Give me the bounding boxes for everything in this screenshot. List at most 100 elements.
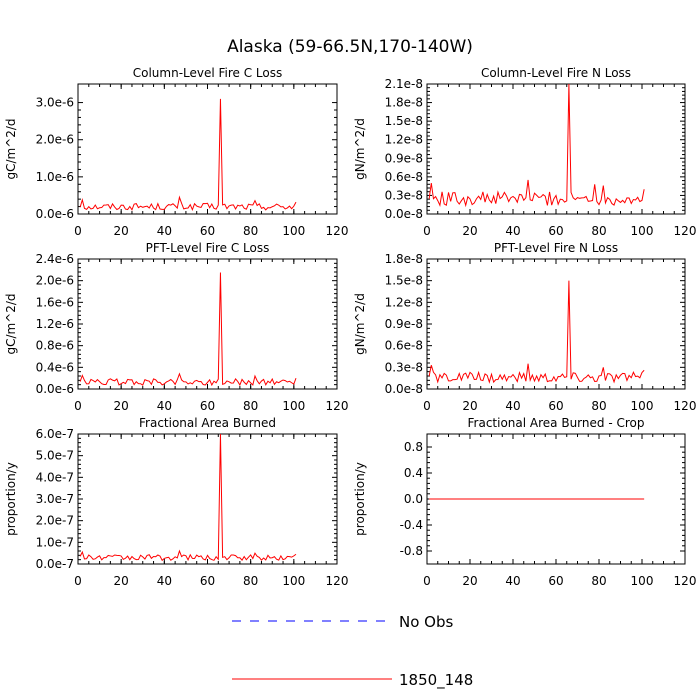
panel-title: Fractional Area Burned bbox=[139, 416, 276, 430]
y-tick-label: 1.8e-8 bbox=[385, 96, 423, 110]
y-tick-label: 3.0e-6 bbox=[36, 96, 74, 110]
y-tick-label: 2.0e-7 bbox=[36, 514, 74, 528]
plot-frame bbox=[77, 258, 338, 390]
series-line-1850-148 bbox=[428, 280, 645, 384]
x-tick-label: 80 bbox=[243, 574, 258, 588]
x-tick-label: 120 bbox=[674, 224, 697, 238]
x-tick-label: 20 bbox=[462, 574, 477, 588]
series-line-1850-148 bbox=[79, 433, 297, 562]
x-tick-label: 20 bbox=[114, 224, 129, 238]
x-tick-label: 120 bbox=[326, 224, 349, 238]
y-tick-label: 1.0e-6 bbox=[36, 170, 74, 184]
x-tick-label: 0 bbox=[423, 574, 431, 588]
x-tick-label: 80 bbox=[591, 224, 606, 238]
x-tick-label: 60 bbox=[200, 224, 215, 238]
y-tick-label: 1.6e-6 bbox=[36, 295, 74, 309]
legend: No Obs 1850_148 bbox=[232, 613, 473, 690]
x-tick-label: 40 bbox=[157, 574, 172, 588]
y-tick-label: 0.0e-7 bbox=[36, 557, 74, 571]
y-axis-label: proportion/y bbox=[4, 462, 18, 536]
y-tick-label: 1.8e-8 bbox=[385, 252, 423, 266]
x-tick-label: 40 bbox=[505, 224, 520, 238]
x-tick-label: 80 bbox=[591, 399, 606, 413]
panel-3: PFT-Level Fire N Loss gN/m^2/d 0 20 40 60 80 10… bbox=[353, 241, 696, 413]
x-tick-label: 60 bbox=[548, 224, 563, 238]
y-tick-label: 6.0e-7 bbox=[36, 427, 74, 441]
legend-label-no-obs: No Obs bbox=[399, 613, 453, 631]
x-tick-label: 80 bbox=[591, 574, 606, 588]
y-axis-label: gN/m^2/d bbox=[353, 118, 367, 180]
y-tick-label: 2.0e-6 bbox=[36, 133, 74, 147]
y-tick-label: 0.6e-8 bbox=[385, 339, 423, 353]
x-tick-label: 0 bbox=[74, 399, 82, 413]
y-tick-label: 2.0e-6 bbox=[36, 274, 74, 288]
panel-title: Fractional Area Burned - Crop bbox=[468, 416, 645, 430]
x-tick-label: 60 bbox=[200, 574, 215, 588]
x-tick-label: 100 bbox=[631, 574, 654, 588]
x-tick-label: 40 bbox=[505, 574, 520, 588]
panel-5: Fractional Area Burned - Crop proportion/… bbox=[353, 416, 696, 588]
y-tick-label: 0.3e-8 bbox=[385, 188, 423, 202]
x-tick-label: 100 bbox=[631, 399, 654, 413]
y-tick-label: 0.4e-6 bbox=[36, 360, 74, 374]
y-tick-label: 0.8 bbox=[404, 440, 423, 454]
panel-1: Column-Level Fire N Loss gN/m^2/d 0 20 40 60 8… bbox=[353, 66, 696, 238]
y-tick-label: -0.4 bbox=[400, 518, 423, 532]
x-tick-label: 40 bbox=[157, 224, 172, 238]
y-tick-label: 1.2e-8 bbox=[385, 133, 423, 147]
y-tick-label: 0.0e-6 bbox=[36, 207, 74, 221]
x-tick-label: 80 bbox=[243, 399, 258, 413]
panel-title: Column-Level Fire C Loss bbox=[133, 66, 283, 80]
x-tick-label: 100 bbox=[631, 224, 654, 238]
series-line-1850-148 bbox=[79, 272, 297, 387]
panel-2: PFT-Level Fire C Loss gC/m^2/d 0 20 40 60 80 10… bbox=[4, 241, 348, 413]
x-tick-label: 40 bbox=[157, 399, 172, 413]
series-line-1850-148 bbox=[428, 83, 645, 208]
x-tick-label: 100 bbox=[282, 574, 305, 588]
x-tick-label: 20 bbox=[114, 574, 129, 588]
y-tick-label: 0.3e-8 bbox=[385, 360, 423, 374]
y-tick-label: -0.8 bbox=[400, 544, 423, 558]
x-tick-label: 100 bbox=[282, 224, 305, 238]
y-tick-label: 0.0e-8 bbox=[385, 382, 423, 396]
x-tick-label: 120 bbox=[674, 399, 697, 413]
y-tick-label: 5.0e-7 bbox=[36, 449, 74, 463]
page-title: Alaska (59-66.5N,170-140W) bbox=[227, 37, 473, 57]
y-tick-label: 0.8e-6 bbox=[36, 339, 74, 353]
y-tick-label: 2.4e-6 bbox=[36, 252, 74, 266]
x-tick-label: 120 bbox=[674, 574, 697, 588]
y-tick-label: 0.9e-8 bbox=[385, 317, 423, 331]
y-tick-label: 1.5e-8 bbox=[385, 274, 423, 288]
x-tick-label: 60 bbox=[548, 574, 563, 588]
plot-frame bbox=[426, 83, 686, 215]
x-tick-label: 100 bbox=[282, 399, 305, 413]
y-axis-label: gC/m^2/d bbox=[4, 293, 18, 354]
x-tick-label: 80 bbox=[243, 224, 258, 238]
y-tick-label: 0.0e-6 bbox=[36, 382, 74, 396]
x-tick-label: 20 bbox=[462, 399, 477, 413]
y-tick-label: 0.0 bbox=[404, 492, 423, 506]
legend-label-1850-148: 1850_148 bbox=[399, 671, 473, 690]
x-tick-label: 120 bbox=[326, 399, 349, 413]
x-tick-label: 0 bbox=[423, 224, 431, 238]
series-line-1850-148 bbox=[79, 98, 297, 212]
y-tick-label: 3.0e-7 bbox=[36, 492, 74, 506]
x-tick-label: 0 bbox=[423, 399, 431, 413]
panel-title: PFT-Level Fire C Loss bbox=[146, 241, 270, 255]
y-tick-label: 1.0e-7 bbox=[36, 535, 74, 549]
x-tick-label: 40 bbox=[505, 399, 520, 413]
plot-frame bbox=[426, 258, 686, 390]
x-tick-label: 60 bbox=[200, 399, 215, 413]
y-axis-label: proportion/y bbox=[353, 462, 367, 536]
x-tick-label: 120 bbox=[326, 574, 349, 588]
panel-title: Column-Level Fire N Loss bbox=[481, 66, 631, 80]
y-tick-label: 0.6e-8 bbox=[385, 170, 423, 184]
panel-4: Fractional Area Burned proportion/y 0 20 40 6… bbox=[4, 416, 348, 588]
x-tick-label: 60 bbox=[548, 399, 563, 413]
panel-0: Column-Level Fire C Loss gC/m^2/d 0 20 40 60 8… bbox=[4, 66, 348, 238]
x-tick-label: 20 bbox=[114, 399, 129, 413]
y-tick-label: 0.4 bbox=[404, 466, 423, 480]
y-tick-label: 2.1e-8 bbox=[385, 77, 423, 91]
x-tick-label: 0 bbox=[74, 224, 82, 238]
